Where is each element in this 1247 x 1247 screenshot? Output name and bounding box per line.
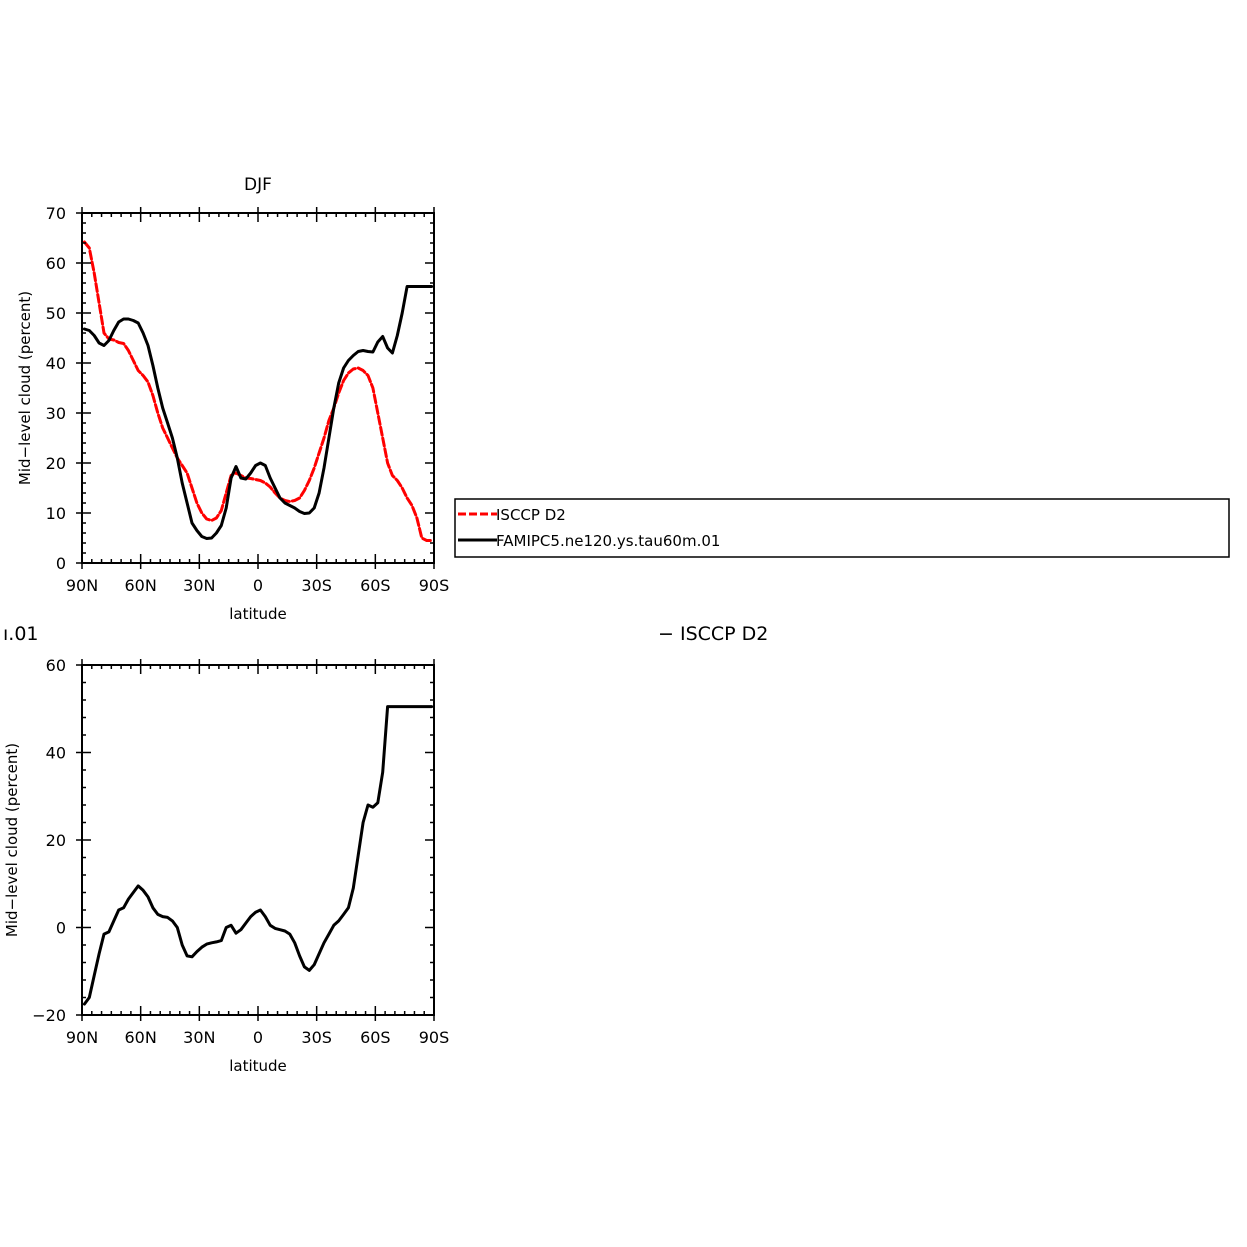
top-ytick-label: 30 xyxy=(46,404,66,423)
legend-model-label: FAMIPC5.ne120.ys.tau60m.01 xyxy=(496,532,720,550)
top-ytick-label: 50 xyxy=(46,304,66,323)
top-xtick-label: 30S xyxy=(301,576,332,595)
bot-ytick-label: 20 xyxy=(46,831,66,850)
top-ytick-label: 70 xyxy=(46,204,66,223)
top-series-line-1 xyxy=(82,285,434,540)
bot-ytick-label: 0 xyxy=(56,919,66,938)
bottom-xlabel: latitude xyxy=(229,1057,287,1075)
top-xtick-label: 90N xyxy=(66,576,98,595)
top-series-line-0 xyxy=(82,240,434,542)
bot-xtick-label: 0 xyxy=(253,1028,263,1047)
top-xtick-label: 90S xyxy=(419,576,450,595)
caption-left-fragment: ı.01 xyxy=(3,623,39,645)
top-ytick-label: 0 xyxy=(56,554,66,573)
top-ytick-label: 20 xyxy=(46,454,66,473)
bot-ytick-label: −20 xyxy=(32,1006,66,1025)
bot-xtick-label: 60N xyxy=(125,1028,157,1047)
bottom-panel: −20 0 20 40 60 90N 60N 30N 0 30S 60S 90S Mid−level… xyxy=(3,656,449,1075)
top-ytick-label: 60 xyxy=(46,254,66,273)
bot-xtick-label: 30S xyxy=(301,1028,332,1047)
caption-right-fragment: − ISCCP D2 xyxy=(658,623,768,645)
top-ylabel: Mid−level cloud (percent) xyxy=(16,291,34,485)
legend-obs-label: ISCCP D2 xyxy=(496,506,566,524)
top-xtick-label: 30N xyxy=(183,576,215,595)
bot-ytick-label: 60 xyxy=(46,656,66,675)
top-xtick-label: 60N xyxy=(125,576,157,595)
top-ytick-label: 10 xyxy=(46,504,66,523)
bottom-ylabel: Mid−level cloud (percent) xyxy=(3,743,21,937)
bot-ytick-label: 40 xyxy=(46,744,66,763)
top-xtick-label: 60S xyxy=(360,576,391,595)
top-plot-frame xyxy=(81,212,435,564)
bot-xtick-label: 30N xyxy=(183,1028,215,1047)
top-xlabel: latitude xyxy=(229,605,287,623)
top-xtick-label: 0 xyxy=(253,576,263,595)
top-ytick-label: 40 xyxy=(46,354,66,373)
top-title: DJF xyxy=(244,175,272,195)
bot-xtick-label: 90N xyxy=(66,1028,98,1047)
bottom-plot-frame xyxy=(81,664,435,1016)
bot-series-line-0 xyxy=(82,705,434,1006)
legend-box xyxy=(454,498,1230,558)
bot-xtick-label: 90S xyxy=(419,1028,450,1047)
bot-xtick-label: 60S xyxy=(360,1028,391,1047)
legend: ISCCP D2 FAMIPC5.ne120.ys.tau60m.01 xyxy=(454,498,1230,558)
